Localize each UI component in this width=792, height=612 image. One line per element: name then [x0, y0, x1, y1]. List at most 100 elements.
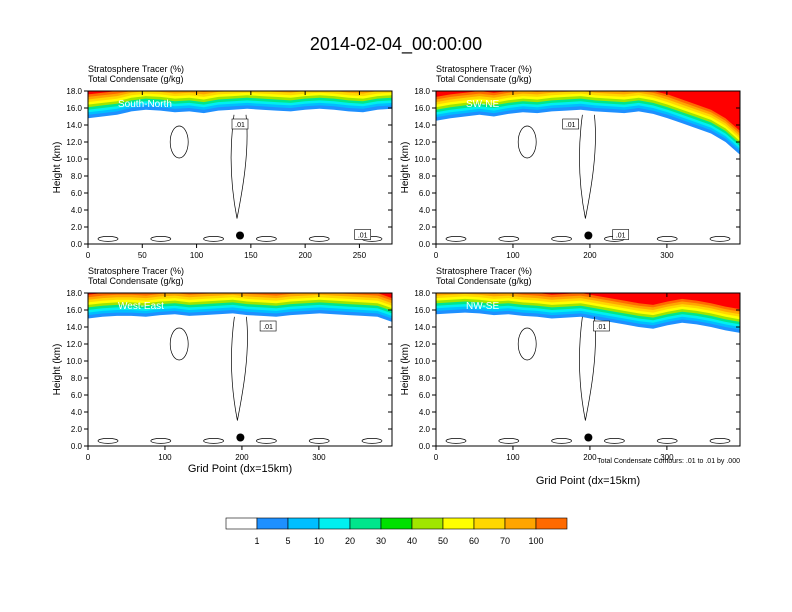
panel-label: South-North [118, 99, 172, 110]
contour-plume [231, 316, 248, 421]
contour-upper-cell [517, 125, 537, 159]
plot-frame [435, 292, 741, 447]
contour-low-cell [709, 236, 731, 242]
x-tick-label: 100 [190, 251, 204, 260]
site-marker [236, 231, 244, 240]
contour-plume [230, 114, 248, 219]
y-tick-label: 4.0 [419, 206, 431, 215]
x-tick-label: 150 [244, 251, 258, 260]
field-label-tracer: Stratosphere Tracer (%) [88, 64, 184, 74]
contour-label: .01 [263, 324, 273, 331]
contour-low-cell [150, 236, 172, 242]
contour-upper-cell [517, 327, 537, 361]
colorbar-label: 20 [345, 536, 355, 546]
y-tick-label: 8.0 [419, 374, 431, 383]
contour-plume [579, 114, 596, 219]
colorbar-box [411, 517, 444, 530]
x-axis-label-left: Grid Point (dx=15km) [188, 463, 292, 475]
y-tick-label: 10.0 [66, 357, 82, 366]
tracer-band-9 [436, 91, 740, 131]
colorbar-box [442, 517, 475, 530]
colorbar-box [504, 517, 537, 530]
colorbar-box [349, 517, 382, 530]
y-tick-label: 4.0 [419, 408, 431, 417]
y-tick-label: 18.0 [414, 289, 430, 298]
colorbar-box [287, 517, 320, 530]
colorbar-box [225, 517, 258, 530]
contour-low-cell [203, 438, 224, 444]
x-tick-label: 0 [86, 453, 91, 462]
field-label-tracer: Stratosphere Tracer (%) [88, 266, 184, 276]
x-tick-label: 0 [86, 251, 91, 260]
x-tick-label: 0 [434, 251, 439, 260]
condensate-contours [97, 316, 383, 444]
y-tick-label: 18.0 [414, 87, 430, 96]
contour-low-cell [150, 438, 172, 444]
y-tick-label: 6.0 [419, 189, 431, 198]
contour-low-cell [656, 236, 678, 242]
panel-sw-ne: Stratosphere Tracer (%)Total Condensate … [400, 64, 741, 260]
contour-label-box [562, 118, 579, 130]
y-tick-label: 4.0 [71, 408, 83, 417]
contour-low-cell [256, 438, 277, 444]
field-label-condensate: Total Condensate (g/kg) [88, 74, 184, 84]
y-tick-label: 14.0 [66, 121, 82, 130]
field-label-condensate: Total Condensate (g/kg) [436, 74, 532, 84]
colorbar-box [256, 517, 289, 530]
colorbar-label: 100 [528, 536, 543, 546]
y-tick-label: 10.0 [414, 357, 430, 366]
y-tick-label: 14.0 [414, 121, 430, 130]
y-tick-label: 12.0 [66, 340, 82, 349]
contour-low-cell [551, 438, 572, 444]
x-tick-label: 200 [298, 251, 312, 260]
site-marker [584, 231, 593, 240]
y-tick-label: 8.0 [71, 374, 83, 383]
plot-area [88, 293, 392, 446]
contour-upper-cell [169, 327, 189, 361]
panel-label: West-East [118, 301, 164, 312]
site-marker [236, 433, 245, 442]
colorbar-box [380, 517, 413, 530]
plot-frame [87, 90, 393, 245]
colorbar-label: 40 [407, 536, 417, 546]
field-label-tracer: Stratosphere Tracer (%) [436, 266, 532, 276]
contour-low-cell [656, 438, 678, 444]
field-label-condensate: Total Condensate (g/kg) [88, 276, 184, 286]
colorbar-label: 10 [314, 536, 324, 546]
x-tick-label: 50 [138, 251, 147, 260]
colorbar-label: 1 [254, 536, 259, 546]
plot-area [88, 91, 392, 244]
y-tick-label: 12.0 [414, 340, 430, 349]
colorbar-label: 60 [469, 536, 479, 546]
y-tick-label: 12.0 [66, 138, 82, 147]
x-tick-label: 100 [506, 453, 520, 462]
x-tick-label: 200 [235, 453, 249, 462]
y-tick-label: 18.0 [66, 87, 82, 96]
y-tick-label: 16.0 [66, 104, 82, 113]
y-tick-label: 8.0 [419, 172, 431, 181]
y-tick-label: 16.0 [414, 104, 430, 113]
contour-low-cell [498, 438, 520, 444]
contour-low-cell [361, 438, 383, 444]
contour-label: .01 [616, 233, 626, 240]
contour-upper-cell [169, 125, 189, 159]
contour-label: .01 [566, 122, 576, 129]
y-tick-label: 14.0 [414, 323, 430, 332]
colorbar-label: 30 [376, 536, 386, 546]
contour-low-cell [551, 236, 572, 242]
y-tick-label: 2.0 [71, 223, 83, 232]
colorbar: 1 5 10 20 30 40 50 60 70 100 [225, 517, 568, 546]
x-tick-label: 100 [506, 251, 520, 260]
x-tick-label: 250 [353, 251, 367, 260]
y-tick-label: 0.0 [419, 442, 431, 451]
contour-label-box [231, 118, 249, 130]
contour-label-box [354, 229, 371, 240]
x-tick-label: 100 [158, 453, 172, 462]
y-tick-label: 16.0 [414, 306, 430, 315]
condensate-contours [445, 316, 731, 444]
contour-label: .01 [235, 122, 245, 129]
panel-south-north: Stratosphere Tracer (%)Total Condensate … [52, 64, 393, 260]
contour-low-cell [709, 438, 731, 444]
y-tick-label: 0.0 [71, 240, 83, 249]
